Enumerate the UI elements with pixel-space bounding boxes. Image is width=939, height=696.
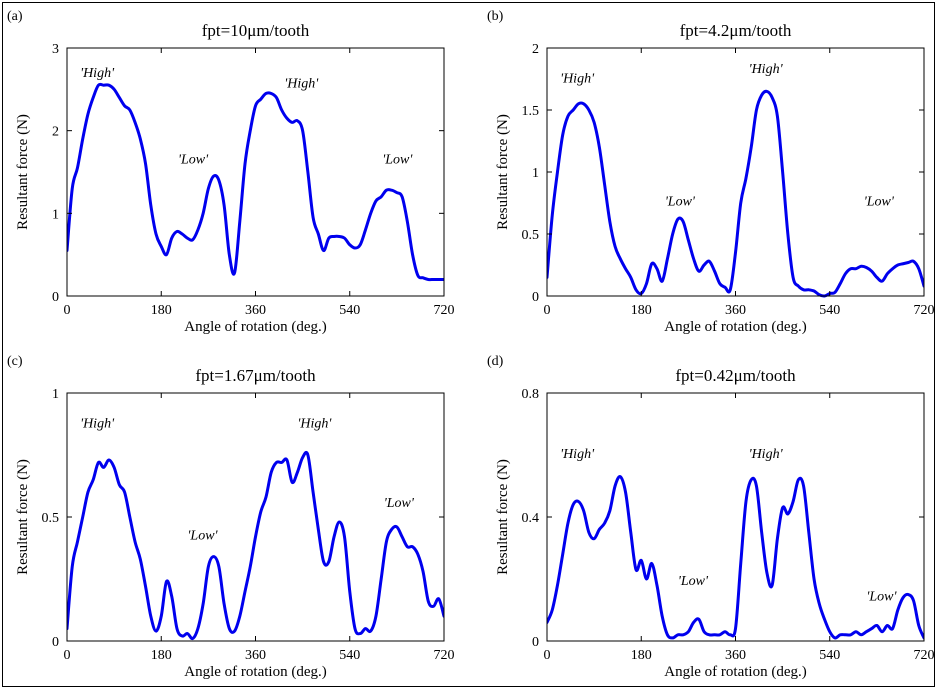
x-axis-label: Angle of rotation (deg.) xyxy=(184,319,326,335)
x-tick-label: 180 xyxy=(631,303,652,318)
x-tick-label: 540 xyxy=(819,648,840,663)
x-axis-label: Angle of rotation (deg.) xyxy=(664,319,806,335)
annotation-label: 'High' xyxy=(297,417,332,432)
series-line xyxy=(547,89,924,298)
x-tick-label: 720 xyxy=(914,648,935,663)
y-tick-label: 1.5 xyxy=(522,104,540,119)
axes-box xyxy=(66,47,445,297)
annotation-label: 'High' xyxy=(560,447,595,462)
x-tick-label: 720 xyxy=(434,303,455,318)
x-tick-label: 360 xyxy=(725,303,746,318)
y-tick-label: 0 xyxy=(532,635,539,650)
annotation-label: 'High' xyxy=(284,77,319,92)
annotation-label: 'Low' xyxy=(384,496,415,511)
y-tick-label: 1 xyxy=(532,166,539,181)
series-line xyxy=(67,82,444,282)
panel-4: (d) fpt=0.42μm/tooth 0 180 360 540 720 0 0.4 0.8 A… xyxy=(487,354,935,680)
x-tick-label: 0 xyxy=(64,303,71,318)
y-tick-label: 0.5 xyxy=(522,228,540,243)
panel-2: (b) fpt=4.2μm/tooth 0 180 360 540 720 0 0.5 1 1.5 2… xyxy=(487,9,935,335)
axes-box xyxy=(66,392,445,642)
panel-label: (a) xyxy=(7,9,23,24)
panel-label: (d) xyxy=(487,354,504,369)
y-tick-label: 2 xyxy=(532,42,539,57)
annotation-label: 'Low' xyxy=(864,194,895,209)
panel-title: fpt=1.67μm/tooth xyxy=(195,366,316,385)
panel-label: (b) xyxy=(487,9,504,24)
annotation-label: 'High' xyxy=(749,447,784,462)
panel-title: fpt=4.2μm/tooth xyxy=(680,21,792,40)
x-tick-label: 0 xyxy=(64,648,71,663)
y-axis-label: Resultant force (N) xyxy=(495,459,511,575)
annotation-label: 'Low' xyxy=(187,528,218,543)
y-tick-label: 0 xyxy=(52,635,59,650)
y-tick-label: 0.8 xyxy=(522,387,540,402)
series-line xyxy=(547,475,924,640)
panel-title: fpt=10μm/tooth xyxy=(202,21,310,40)
annotation-label: 'Low' xyxy=(178,153,209,168)
x-tick-label: 360 xyxy=(245,648,266,663)
x-axis-label: Angle of rotation (deg.) xyxy=(184,664,326,680)
x-tick-label: 540 xyxy=(339,648,360,663)
x-tick-label: 540 xyxy=(819,303,840,318)
x-tick-label: 540 xyxy=(339,303,360,318)
series-line xyxy=(67,450,444,641)
y-axis-label: Resultant force (N) xyxy=(15,114,31,230)
x-tick-label: 0 xyxy=(544,648,551,663)
y-tick-label: 2 xyxy=(52,125,59,140)
panel-label: (c) xyxy=(7,354,23,369)
panel-3: (c) fpt=1.67μm/tooth 0 180 360 540 720 0 0.5 1 Ang… xyxy=(7,354,455,680)
x-tick-label: 720 xyxy=(914,303,935,318)
annotation-label: 'Low' xyxy=(866,590,897,605)
y-tick-label: 0.5 xyxy=(42,511,60,526)
y-tick-label: 3 xyxy=(52,42,59,57)
annotation-label: 'High' xyxy=(749,62,784,77)
annotation-label: 'High' xyxy=(80,417,115,432)
annotation-label: 'Low' xyxy=(382,153,413,168)
annotation-label: 'Low' xyxy=(665,194,696,209)
x-axis-label: Angle of rotation (deg.) xyxy=(664,664,806,680)
panel-1: (a) fpt=10μm/tooth 0 180 360 540 720 0 1 2 3 Angle … xyxy=(7,9,455,335)
y-axis-label: Resultant force (N) xyxy=(15,459,31,575)
x-tick-label: 360 xyxy=(245,303,266,318)
annotation-label: 'High' xyxy=(80,66,115,81)
y-tick-label: 0.4 xyxy=(522,511,540,526)
y-axis-label: Resultant force (N) xyxy=(495,114,511,230)
x-tick-label: 180 xyxy=(151,648,172,663)
x-tick-label: 720 xyxy=(434,648,455,663)
y-tick-label: 0 xyxy=(532,290,539,305)
x-tick-label: 180 xyxy=(631,648,652,663)
annotation-label: 'Low' xyxy=(678,574,709,589)
y-tick-label: 0 xyxy=(52,290,59,305)
y-tick-label: 1 xyxy=(52,387,59,402)
x-tick-label: 360 xyxy=(725,648,746,663)
panel-title: fpt=0.42μm/tooth xyxy=(675,366,796,385)
x-tick-label: 180 xyxy=(151,303,172,318)
y-tick-label: 1 xyxy=(52,207,59,222)
annotation-label: 'High' xyxy=(560,72,595,87)
x-tick-label: 0 xyxy=(544,303,551,318)
